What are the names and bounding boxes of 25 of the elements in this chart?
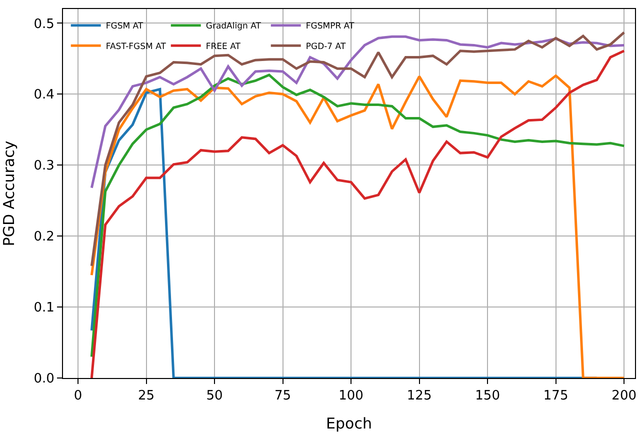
x-tick-label: 125 <box>406 388 432 404</box>
x-tick-label: 175 <box>543 388 568 404</box>
x-axis-title: Epoch <box>326 414 372 433</box>
x-tick-label: 200 <box>612 388 636 404</box>
legend-label: PGD-7 AT <box>306 42 346 52</box>
legend-label: FGSM AT <box>106 22 144 32</box>
y-tick-label: 0.4 <box>34 88 54 103</box>
line-series <box>90 31 626 268</box>
y-tick-label: 0.3 <box>34 158 54 174</box>
legend-label: FGSMPR AT <box>306 22 355 32</box>
legend-label: GradAlign AT <box>206 22 262 32</box>
x-tick-label: 100 <box>338 388 364 404</box>
legend-label: FAST-FGSM AT <box>106 42 167 52</box>
line-series <box>90 35 626 190</box>
x-tick-label: 150 <box>475 388 500 404</box>
y-tick-label: 0.1 <box>34 300 54 316</box>
y-axis-title: PGD Accuracy <box>0 140 18 246</box>
x-tick-label: 0 <box>74 388 82 404</box>
y-tick-label: 0.0 <box>34 372 54 387</box>
x-tick-label: 75 <box>274 388 292 404</box>
y-tick-label: 0.2 <box>34 230 54 245</box>
legend-label: FREE AT <box>206 42 242 52</box>
y-tick-label: 0.5 <box>34 16 54 32</box>
x-tick-label: 25 <box>138 388 155 404</box>
x-tick-label: 50 <box>206 388 223 404</box>
